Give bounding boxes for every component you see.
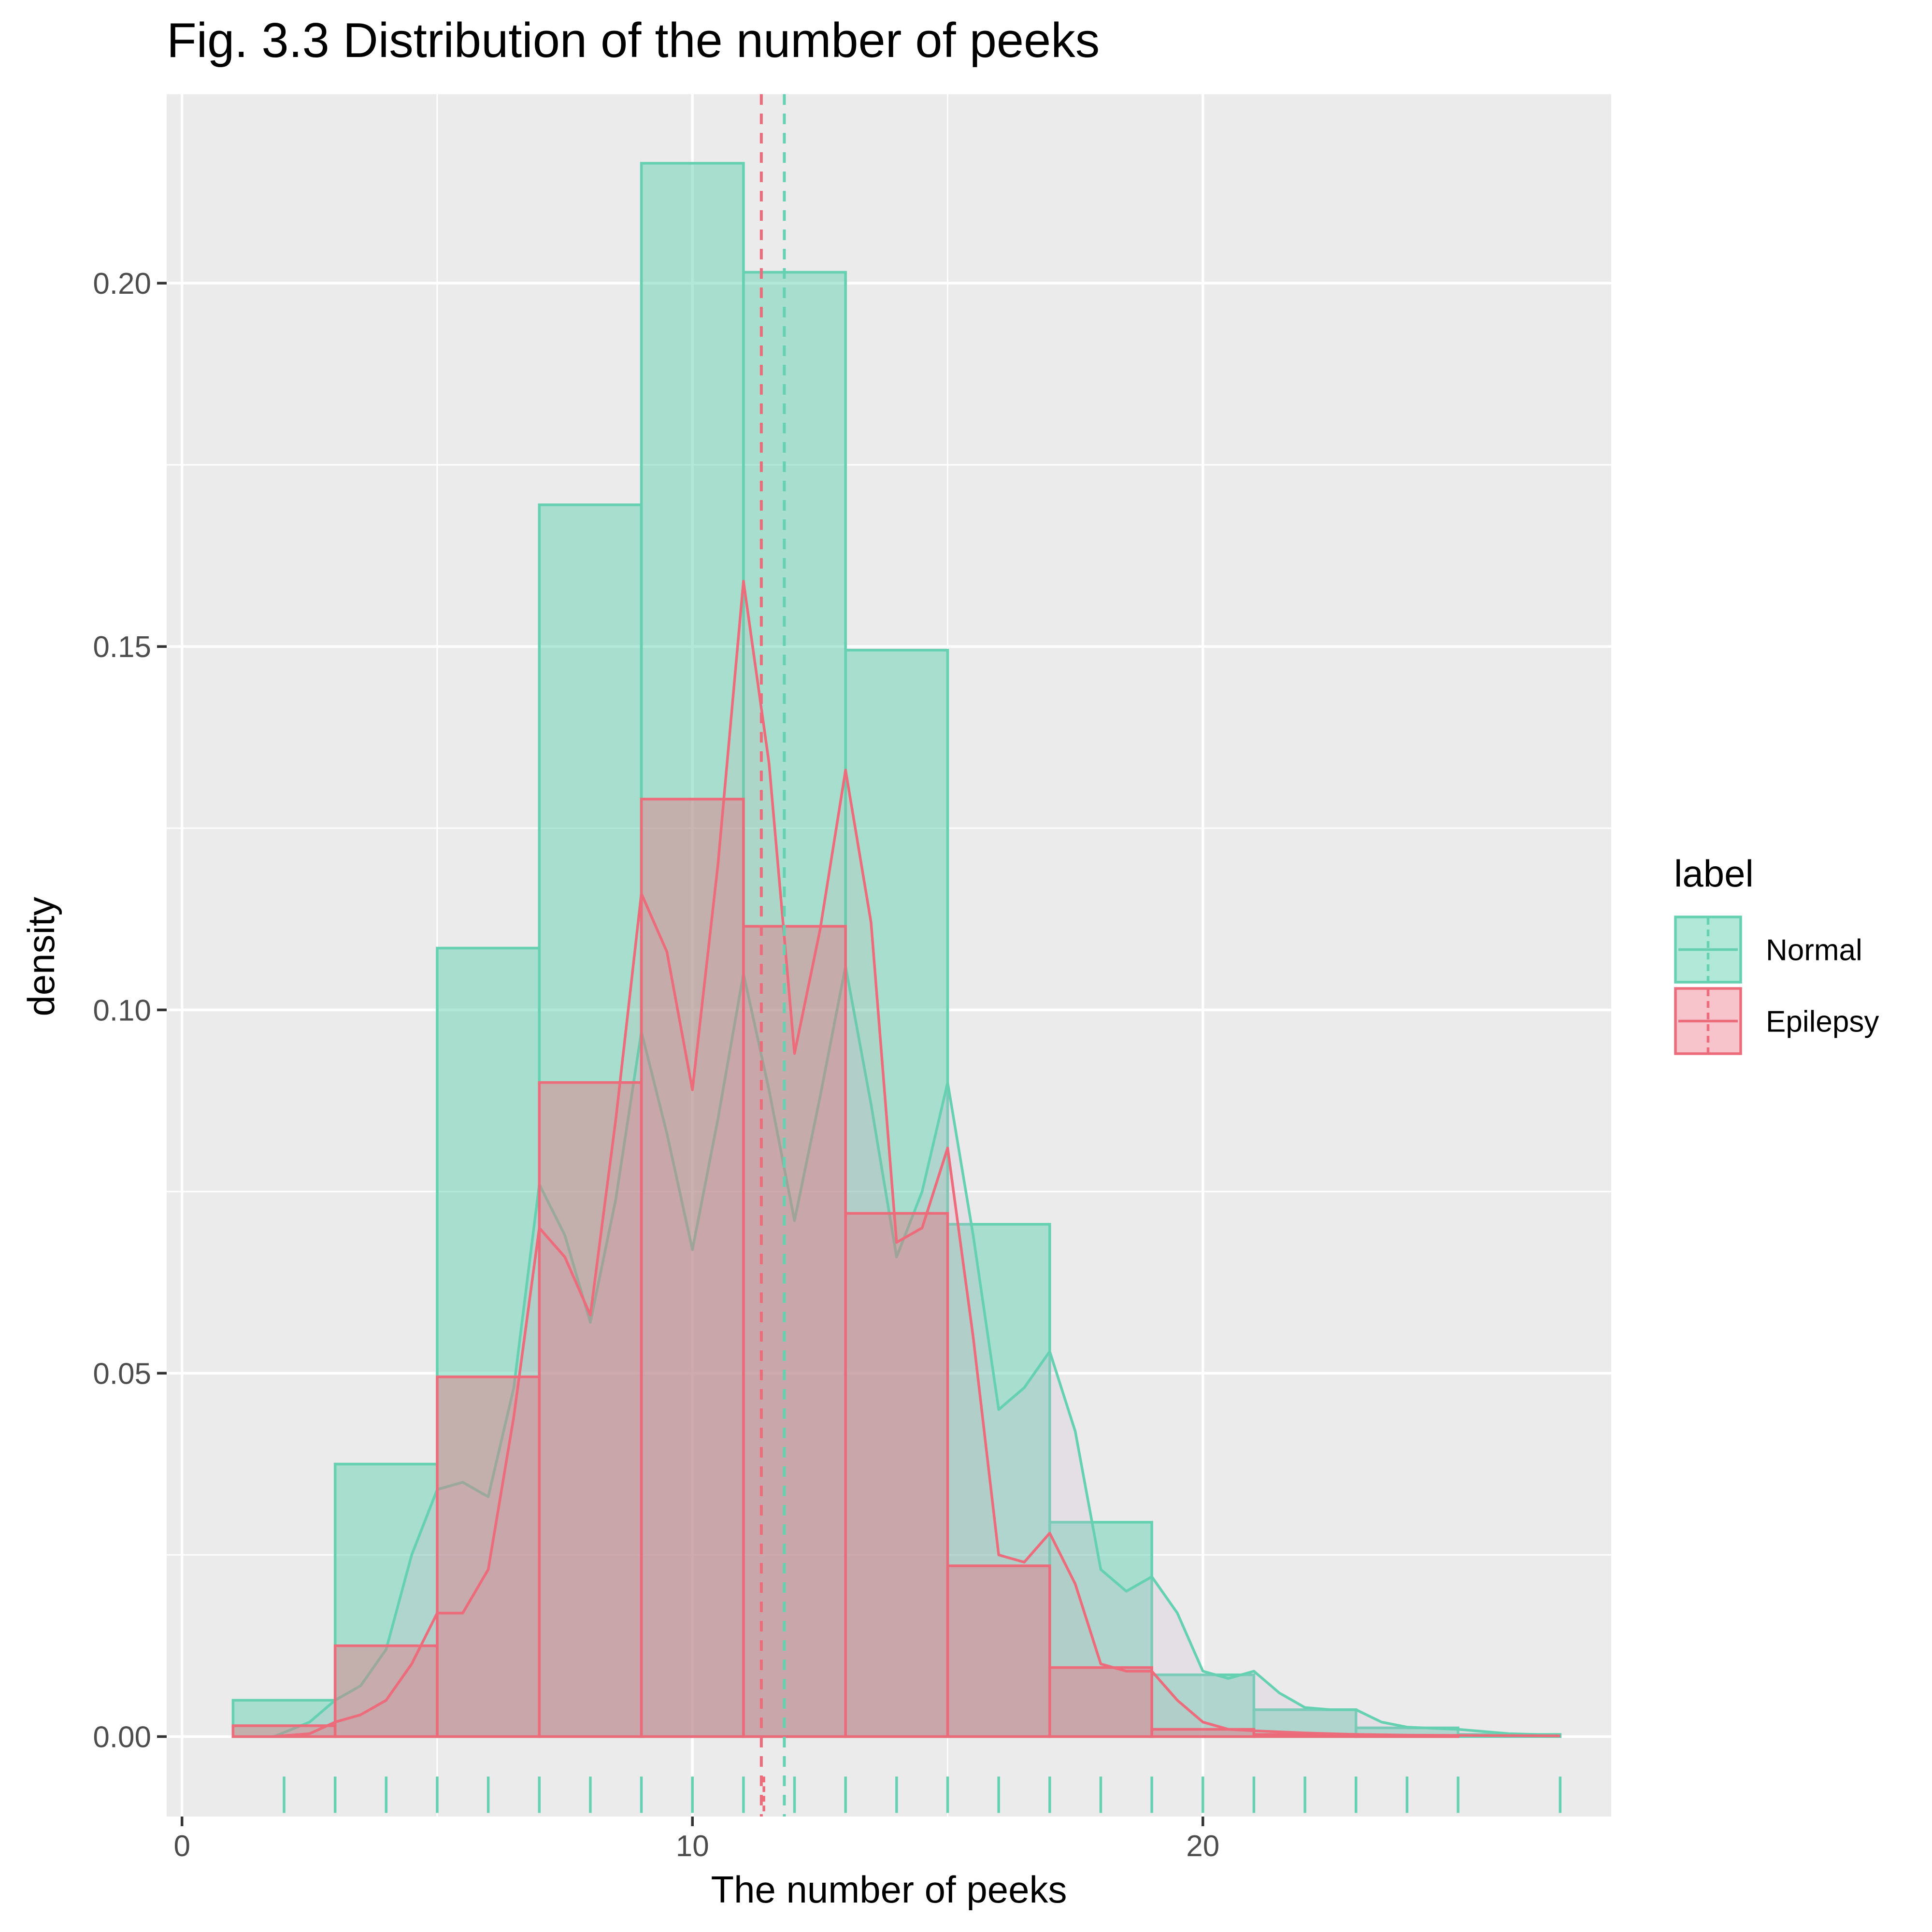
- y-axis-title: density: [20, 897, 62, 1016]
- epilepsy-density-curve: [273, 580, 1560, 1738]
- y-tick-label: 0.15: [93, 630, 151, 664]
- legend-label-epilepsy: Epilepsy: [1766, 1005, 1879, 1039]
- x-tick-label: 20: [1186, 1830, 1219, 1863]
- epilepsy-bar: [1048, 1666, 1153, 1738]
- legend-key-normal: [1674, 916, 1742, 984]
- legend-label-normal: Normal: [1766, 934, 1862, 967]
- normal-bar: [436, 946, 541, 1738]
- y-axis-ticks: 0.00 0.05 0.10 0.15 0.20: [93, 267, 167, 1754]
- legend-key-epilepsy: [1674, 987, 1742, 1055]
- normal-bar: [946, 1223, 1051, 1738]
- epilepsy-bar: [946, 1564, 1051, 1738]
- epilepsy-density-line: [273, 580, 1560, 1738]
- y-tick-label: 0.10: [93, 994, 151, 1027]
- y-tick-label: 0.00: [93, 1721, 151, 1754]
- mean-lines: [759, 94, 786, 1817]
- x-tick-label: 0: [173, 1830, 190, 1863]
- legend: label Normal Epilepsy: [1674, 852, 1879, 1055]
- x-axis-title: The number of peeks: [711, 1868, 1067, 1911]
- rug-marks: [283, 1776, 1562, 1813]
- epilepsy-density-area: [273, 581, 1560, 1737]
- chart-title: Fig. 3.3 Distribution of the number of p…: [167, 14, 1100, 68]
- normal-bar: [844, 648, 949, 1738]
- epilepsy-bar: [436, 1375, 541, 1738]
- normal-bar: [1048, 1521, 1153, 1738]
- x-axis-ticks: 0 10 20: [173, 1817, 1219, 1863]
- normal-density-area: [273, 966, 1560, 1737]
- legend-title: label: [1674, 852, 1754, 895]
- epilepsy-bar: [333, 1644, 439, 1738]
- normal-density-line: [273, 965, 1560, 1738]
- y-tick-label: 0.05: [93, 1357, 151, 1390]
- normal-density-curve: [273, 965, 1560, 1738]
- epilepsy-bar: [1150, 1728, 1256, 1738]
- y-tick-label: 0.20: [93, 267, 151, 301]
- epilepsy-bar: [538, 1081, 643, 1738]
- epilepsy-bar: [844, 1212, 949, 1738]
- x-tick-label: 10: [676, 1830, 709, 1863]
